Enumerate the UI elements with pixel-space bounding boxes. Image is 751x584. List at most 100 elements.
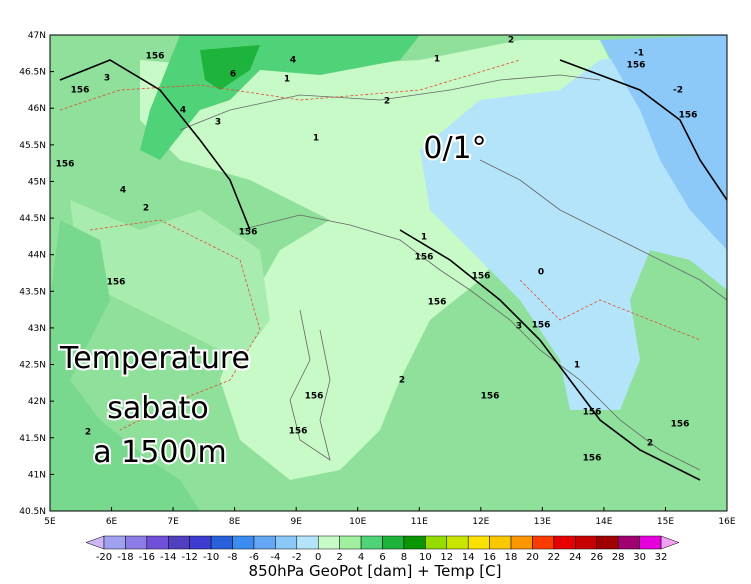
- temperature-contours: [59, 59, 701, 431]
- lat-label: 45.5N: [19, 141, 46, 151]
- colorbar-label: 22: [548, 552, 561, 563]
- colorbar-label: 26: [590, 552, 603, 563]
- contour-label: 156: [146, 52, 165, 62]
- colorbar-box: [275, 535, 298, 550]
- colorbar-box: [253, 535, 276, 550]
- contour-label: -2: [673, 86, 683, 96]
- colorbar-label: -6: [249, 552, 259, 563]
- colorbar-box: [339, 535, 362, 550]
- colorbar-box: [446, 535, 469, 550]
- contour-label: 156: [583, 454, 602, 464]
- contour-label: 156: [627, 61, 646, 71]
- colorbar-box: [489, 535, 512, 550]
- colorbar-box: [510, 535, 533, 550]
- lat-label: 46.5N: [19, 68, 46, 78]
- contour-label: 2: [143, 204, 149, 214]
- lat-label: 44N: [28, 251, 46, 261]
- lon-label: 5E: [44, 517, 56, 527]
- lon-label: 14E: [595, 517, 612, 527]
- contour-label: 4: [180, 106, 186, 116]
- contour-label: 3: [516, 322, 522, 332]
- contour-label: 156: [671, 420, 690, 430]
- contour-label: 156: [56, 160, 75, 170]
- colorbar-box: [360, 535, 383, 550]
- contour-label: 156: [481, 392, 500, 402]
- contour-label: 4: [120, 186, 126, 196]
- colorbar-box: [532, 535, 555, 550]
- colorbar-box: [210, 535, 233, 550]
- borders: [179, 74, 727, 471]
- lon-label: 13E: [534, 517, 551, 527]
- colorbar-label: 2: [336, 552, 342, 563]
- colorbar-label: -10: [203, 552, 219, 563]
- lon-label: 15E: [657, 517, 674, 527]
- contour-label: 156: [239, 228, 258, 238]
- colorbar-label: 18: [505, 552, 518, 563]
- contour-label: 4: [290, 56, 296, 66]
- colorbar-label: 6: [379, 552, 385, 563]
- colorbar-label: 32: [655, 552, 668, 563]
- lat-label: 47N: [28, 31, 46, 41]
- colorbar-box: [596, 535, 619, 550]
- colorbar-label: -14: [160, 552, 176, 563]
- colorbar-box: [403, 535, 426, 550]
- colorbar-box: [639, 535, 662, 550]
- contour-label: 156: [472, 272, 491, 282]
- colorbar-label: 10: [419, 552, 432, 563]
- colorbar-label: -4: [270, 552, 280, 563]
- contour-label: 6: [230, 70, 236, 80]
- colorbar-label: 0: [315, 552, 321, 563]
- contour-label: 156: [583, 408, 602, 418]
- contour-label: 156: [428, 298, 447, 308]
- lon-label: 12E: [472, 517, 489, 527]
- lon-label: 11E: [411, 517, 428, 527]
- contour-label: 2: [508, 36, 514, 46]
- colorbar-label: 24: [569, 552, 582, 563]
- contour-label: 156: [532, 321, 551, 331]
- colorbar-box: [425, 535, 448, 550]
- contour-label: 1: [434, 55, 440, 65]
- colorbar-label: -16: [139, 552, 155, 563]
- colorbar-label: 12: [440, 552, 453, 563]
- colorbar-box: [553, 535, 576, 550]
- overlay-caption: sabato: [107, 391, 209, 426]
- colorbar-label: -8: [228, 552, 238, 563]
- colorbar-box: [189, 535, 212, 550]
- contour-label: 156: [415, 253, 434, 263]
- lat-label: 46N: [28, 104, 46, 114]
- contour-label: 3: [104, 74, 110, 84]
- colorbar-label: -2: [292, 552, 302, 563]
- colorbar-label: -12: [182, 552, 198, 563]
- figure-title: 850hPa GeoPot [dam] + Temp [C]: [249, 562, 502, 580]
- colorbar-label: 28: [612, 552, 625, 563]
- contour-label: 3: [215, 118, 221, 128]
- colorbar-label: -18: [117, 552, 133, 563]
- contour-label: 1: [313, 134, 319, 144]
- lat-label: 40.5N: [19, 507, 46, 517]
- geopotential-contours: [59, 59, 727, 481]
- colorbar-box: [296, 535, 319, 550]
- colorbar-low: [85, 535, 105, 550]
- lon-label: 6E: [106, 517, 118, 527]
- overlay-caption: a 1500m: [93, 435, 227, 470]
- colorbar-box: [467, 535, 490, 550]
- colorbar-label: 14: [462, 552, 475, 563]
- colorbar-box: [232, 535, 255, 550]
- colorbar-high: [660, 535, 680, 550]
- lat-label: 42.5N: [19, 361, 46, 371]
- warmest-field: [200, 45, 260, 90]
- contour-label: 156: [679, 111, 698, 121]
- colorbar-box: [103, 535, 126, 550]
- lat-label: 41N: [28, 470, 46, 480]
- lat-label: 43.5N: [19, 287, 46, 297]
- contour-label: -1: [634, 49, 644, 59]
- colorbar-box: [125, 535, 148, 550]
- contour-label: 1: [284, 75, 290, 85]
- overlay-value: 0/1°: [423, 131, 486, 166]
- contour-label: 156: [305, 392, 324, 402]
- overlay-caption: Temperature: [59, 341, 250, 376]
- map-area: [50, 35, 727, 511]
- contour-label: 2: [85, 428, 91, 438]
- colorbar-box: [317, 535, 340, 550]
- lat-label: 41.5N: [19, 434, 46, 444]
